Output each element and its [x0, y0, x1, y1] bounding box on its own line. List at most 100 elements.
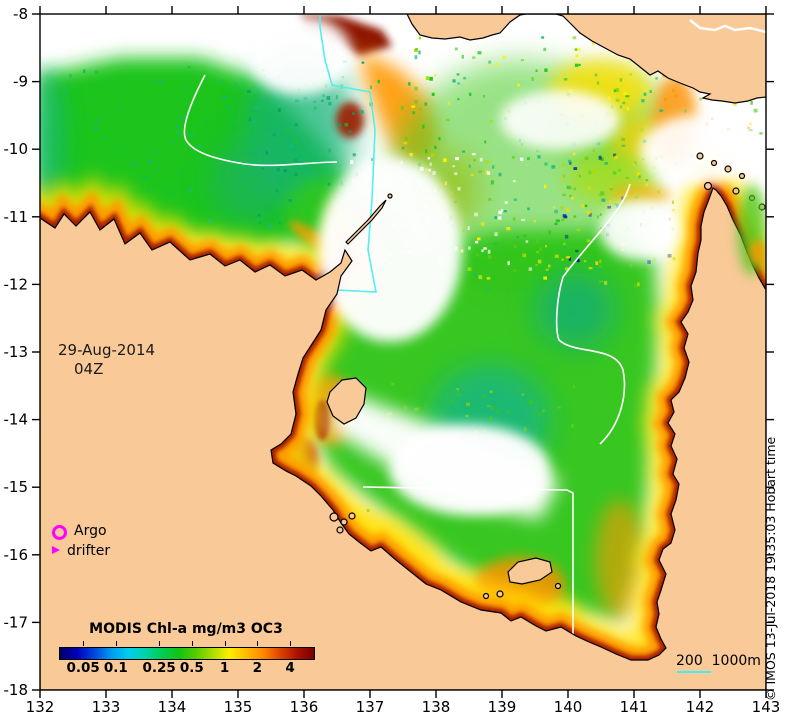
chl-speckle [533, 220, 536, 223]
chl-speckle [422, 124, 425, 129]
chl-speckle [552, 206, 556, 209]
chl-speckle [502, 55, 507, 59]
contour-200m-white-gulf [555, 183, 631, 445]
chl-speckle [411, 105, 416, 108]
chl-speckle [548, 425, 552, 429]
chl-speckle [560, 206, 564, 210]
chl-speckle [360, 110, 364, 114]
chl-speckle [554, 254, 559, 258]
chl-speckle [544, 68, 548, 72]
date-label: 29-Aug-2014 [58, 341, 156, 359]
chl-speckle [289, 144, 294, 149]
chl-speckle [523, 426, 527, 431]
colorbar-title: MODIS Chl-a mg/m3 OC3 [89, 621, 283, 637]
y-tick-label: -17 [4, 613, 29, 631]
chl-speckle [578, 461, 582, 465]
chl-speckle [644, 87, 648, 92]
island-torres [724, 165, 732, 173]
chl-speckle [418, 36, 421, 40]
colorbar-tick [115, 641, 117, 646]
chl-speckle [613, 89, 617, 93]
chl-speckle [352, 112, 355, 115]
chl-speckle [588, 267, 593, 270]
scale-depth: 1000m [711, 653, 761, 669]
chl-speckle [452, 79, 456, 83]
chl-speckle [313, 100, 316, 103]
chl-speckle [456, 388, 459, 391]
island [348, 512, 356, 520]
drifter-legend-label: drifter [67, 543, 111, 559]
chl-speckle [456, 73, 460, 76]
chl-blob-red [336, 102, 364, 138]
chl-speckle [243, 157, 246, 161]
chl-speckle [159, 79, 163, 83]
chl-speckle [596, 81, 600, 85]
chl-speckle [489, 390, 493, 394]
chl-speckle [566, 208, 571, 212]
colorbar-tick [83, 641, 85, 646]
chl-speckle [425, 168, 428, 172]
chl-speckle [487, 63, 491, 66]
chl-speckle [193, 183, 196, 186]
chl-speckle [566, 398, 569, 403]
chl-speckle [759, 132, 763, 135]
chl-speckle [412, 111, 416, 115]
chl-speckle [473, 159, 476, 162]
chl-speckle [275, 189, 279, 192]
chl-speckle [636, 172, 641, 177]
chl-speckle [596, 215, 600, 219]
chl-speckle [620, 105, 623, 109]
chl-speckle [455, 157, 459, 161]
chl-speckle [584, 156, 589, 160]
chl-speckle [607, 206, 611, 209]
chl-speckle [337, 123, 342, 127]
island-wessel-chain [345, 199, 387, 245]
chl-speckle [535, 69, 538, 72]
chl-speckle [298, 183, 302, 187]
chl-speckle [580, 204, 585, 208]
chl-speckle [641, 99, 645, 103]
chl-speckle [96, 119, 100, 123]
chl-speckle [485, 160, 490, 164]
chl-speckle [205, 119, 209, 124]
chl-speckle [528, 267, 533, 271]
chl-speckle [431, 92, 435, 96]
chl-speckle [232, 120, 236, 124]
island-torres [738, 172, 746, 180]
chl-speckle [252, 120, 256, 124]
colorbar-tick-label: 2 [252, 660, 263, 676]
argo-marker-icon [52, 525, 67, 540]
chl-speckle [561, 163, 565, 167]
island [340, 518, 348, 526]
chl-speckle [303, 96, 308, 100]
chl-speckle [177, 171, 181, 175]
time-label: 04Z [74, 360, 104, 378]
chl-speckle [418, 162, 421, 167]
chl-speckle [404, 137, 408, 141]
colorbar-tick [257, 641, 259, 646]
chl-speckle [543, 276, 547, 280]
chl-speckle [457, 82, 460, 85]
chl-speckle [592, 169, 596, 174]
chl-speckle [189, 195, 192, 199]
chl-speckle [185, 110, 188, 115]
chl-speckle [269, 223, 274, 227]
chl-speckle [278, 222, 282, 225]
chl-speckle [400, 106, 404, 110]
island [554, 582, 562, 590]
chl-speckle [541, 36, 545, 39]
chl-speckle [487, 249, 491, 254]
chl-speckle [286, 128, 290, 132]
chl-speckle [189, 187, 192, 192]
chl-speckle [244, 131, 248, 134]
chl-speckle [283, 169, 287, 173]
chl-speckle [352, 153, 356, 157]
chl-speckle [272, 133, 276, 137]
chl-speckle [504, 201, 508, 204]
chl-blob [610, 185, 670, 205]
chl-speckle [615, 88, 620, 92]
chl-speckle [326, 96, 331, 100]
island [336, 526, 344, 534]
chl-speckle [614, 155, 618, 159]
chl-speckle [171, 191, 175, 194]
